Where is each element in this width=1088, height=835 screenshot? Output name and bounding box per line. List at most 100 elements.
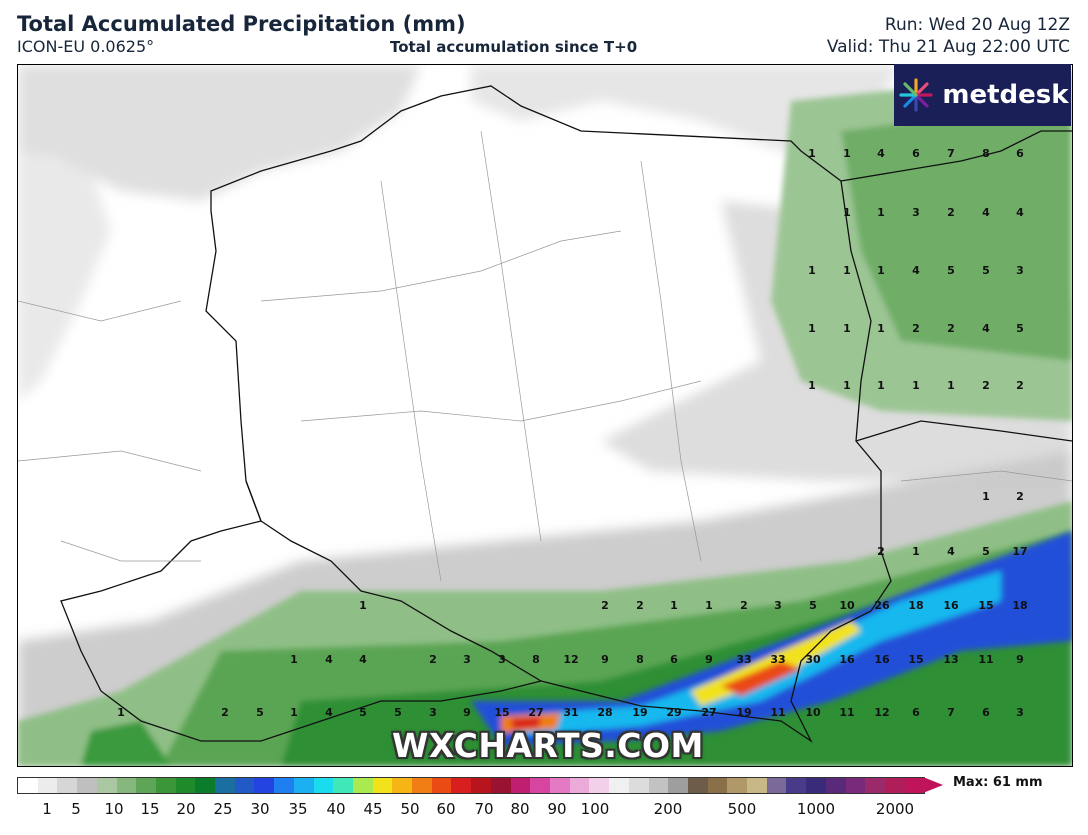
grid-value: 4 — [325, 706, 333, 719]
grid-value: 7 — [947, 706, 955, 719]
color-scale-swatch — [687, 778, 708, 793]
color-scale-swatch — [825, 778, 846, 793]
grid-value: 15 — [494, 706, 509, 719]
color-scale-swatch — [155, 778, 176, 793]
grid-value: 5 — [809, 599, 817, 612]
grid-value: 27 — [701, 706, 716, 719]
color-scale-swatch — [471, 778, 491, 793]
color-scale-tick: 15 — [140, 800, 160, 818]
grid-value: 4 — [947, 545, 955, 558]
color-scale-swatch — [530, 778, 550, 793]
color-scale-swatch — [806, 778, 826, 793]
grid-value: 5 — [256, 706, 264, 719]
color-scale-tick: 500 — [727, 800, 757, 818]
color-scale-bar — [17, 777, 925, 794]
grid-value: 19 — [632, 706, 647, 719]
grid-value: 4 — [982, 206, 990, 219]
color-scale-swatch — [293, 778, 314, 793]
grid-value: 1 — [877, 379, 885, 392]
flower-icon — [899, 78, 934, 112]
color-scale-swatch — [865, 778, 885, 793]
color-scale-swatch — [609, 778, 629, 793]
grid-value: 8 — [982, 147, 990, 160]
color-scale-swatch — [234, 778, 255, 793]
country-borders — [60, 85, 1072, 743]
color-scale-swatch — [786, 778, 807, 793]
color-scale-swatch — [372, 778, 393, 793]
grid-value: 9 — [601, 653, 609, 666]
grid-value: 3 — [463, 653, 471, 666]
grid-value: 8 — [636, 653, 644, 666]
color-scale-tick: 5 — [71, 800, 81, 818]
color-scale-tick: 70 — [474, 800, 494, 818]
metdesk-logo[interactable]: metdesk — [894, 64, 1071, 126]
color-scale-swatch — [77, 778, 97, 793]
color-scale-swatch — [352, 778, 373, 793]
grid-value: 11 — [978, 653, 993, 666]
grid-value: 30 — [805, 653, 821, 666]
color-scale-swatch — [451, 778, 472, 793]
accumulation-subtitle: Total accumulation since T+0 — [390, 38, 638, 56]
chart-title: Total Accumulated Precipitation (mm) — [17, 12, 466, 36]
color-scale-tick: 60 — [436, 800, 456, 818]
grid-value: 1 — [982, 490, 990, 503]
color-scale-arrow — [923, 777, 943, 793]
grid-value: 1 — [117, 706, 125, 719]
grid-value: 18 — [908, 599, 923, 612]
grid-value: 8 — [532, 653, 540, 666]
grid-value: 6 — [1016, 147, 1024, 160]
color-scale-swatch — [195, 778, 216, 793]
color-scale-swatch — [175, 778, 196, 793]
color-scale-swatch — [884, 778, 905, 793]
color-scale-tick: 200 — [653, 800, 683, 818]
color-scale-tick: 1000 — [796, 800, 836, 818]
grid-value: 2 — [429, 653, 437, 666]
grid-value: 1 — [843, 147, 851, 160]
grid-value: 2 — [740, 599, 748, 612]
grid-value: 4 — [982, 322, 990, 335]
grid-value: 1 — [290, 653, 298, 666]
logo-text: metdesk — [942, 80, 1069, 110]
grid-value: 16 — [839, 653, 855, 666]
grid-value: 19 — [736, 706, 751, 719]
color-scale-tick: 1 — [42, 800, 52, 818]
grid-value: 4 — [877, 147, 885, 160]
grid-value: 29 — [666, 706, 681, 719]
grid-value: 9 — [705, 653, 713, 666]
color-scale-tick: 80 — [510, 800, 530, 818]
grid-value: 2 — [221, 706, 229, 719]
grid-value: 2 — [982, 379, 990, 392]
grid-value: 9 — [463, 706, 471, 719]
grid-value: 3 — [429, 706, 437, 719]
map-canvas: 1 1 4 6 7 8 61 1 3 2 4 41 1 1 4 5 5 31 1 1 2 2 4 51 1 1 1 1 2 21 22 1 4 5… — [18, 65, 1072, 766]
color-scale-swatch — [57, 778, 78, 793]
grid-value: 1 — [877, 264, 885, 277]
valid-time: Valid: Thu 21 Aug 22:00 UTC — [826, 37, 1070, 57]
color-scale-tick: 2000 — [875, 800, 915, 818]
grid-value: 28 — [597, 706, 612, 719]
color-scale-swatch — [904, 778, 925, 793]
heavy-precip-band — [471, 531, 1072, 746]
grid-value: 1 — [843, 379, 851, 392]
grid-value: 5 — [982, 264, 990, 277]
color-scale-swatch — [727, 778, 748, 793]
grid-value: 2 — [636, 599, 644, 612]
grid-value: 5 — [947, 264, 955, 277]
color-scale-swatch — [96, 778, 117, 793]
grid-value: 3 — [498, 653, 506, 666]
grid-value: 10 — [805, 706, 821, 719]
grid-value: 1 — [912, 379, 920, 392]
grid-value: 6 — [982, 706, 990, 719]
color-scale-swatch — [747, 778, 767, 793]
grid-value: 15 — [908, 653, 923, 666]
color-scale-tick: 30 — [250, 800, 270, 818]
color-scale-ticks: 1 5 10 15 20 25 30 35 40 45 50 60 70 80 90 100 200 500 100… — [0, 800, 1088, 820]
grid-value: 5 — [982, 545, 990, 558]
color-scale-tick: 40 — [326, 800, 346, 818]
color-scale-swatch — [549, 778, 570, 793]
grid-value: 1 — [843, 322, 851, 335]
max-value-label: Max: 61 mm — [953, 775, 1043, 790]
grid-value: 1 — [912, 545, 920, 558]
color-scale-tick: 35 — [288, 800, 308, 818]
